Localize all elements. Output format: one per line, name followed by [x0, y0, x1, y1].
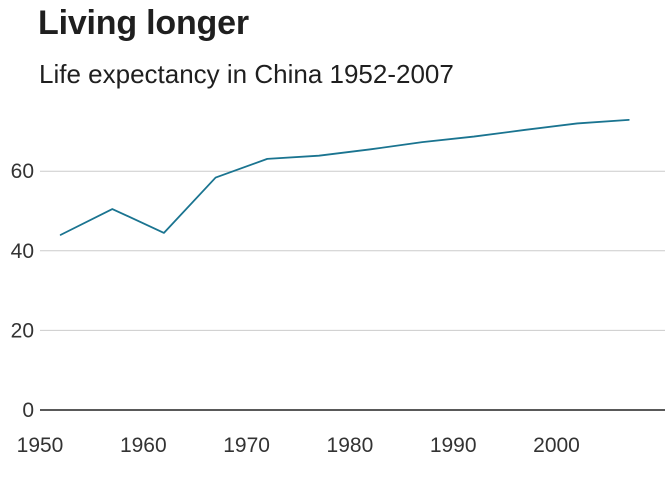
y-tick-label-60: 60: [11, 160, 34, 183]
gridlines: [40, 170, 665, 331]
series-layer: [59, 118, 630, 236]
x-tick-label-1990: 1990: [430, 434, 477, 457]
y-tick-label-0: 0: [22, 399, 34, 422]
chart-subtitle: Life expectancy in China 1952-2007: [39, 59, 454, 89]
chart-title: Living longer: [38, 4, 249, 42]
x-tick-label-1980: 1980: [327, 434, 374, 457]
series-line-china: [59, 118, 630, 236]
y-tick-label-40: 40: [11, 240, 34, 263]
x-tick-label-1970: 1970: [223, 434, 270, 457]
y-tick-label-20: 20: [11, 319, 34, 342]
x-tick-label-1950: 1950: [17, 434, 64, 457]
tick-labels: 0 20 40 60 1950 1960 1970 1980 1990 2000: [11, 160, 580, 457]
x-tick-label-2000: 2000: [533, 434, 580, 457]
x-tick-label-1960: 1960: [120, 434, 167, 457]
